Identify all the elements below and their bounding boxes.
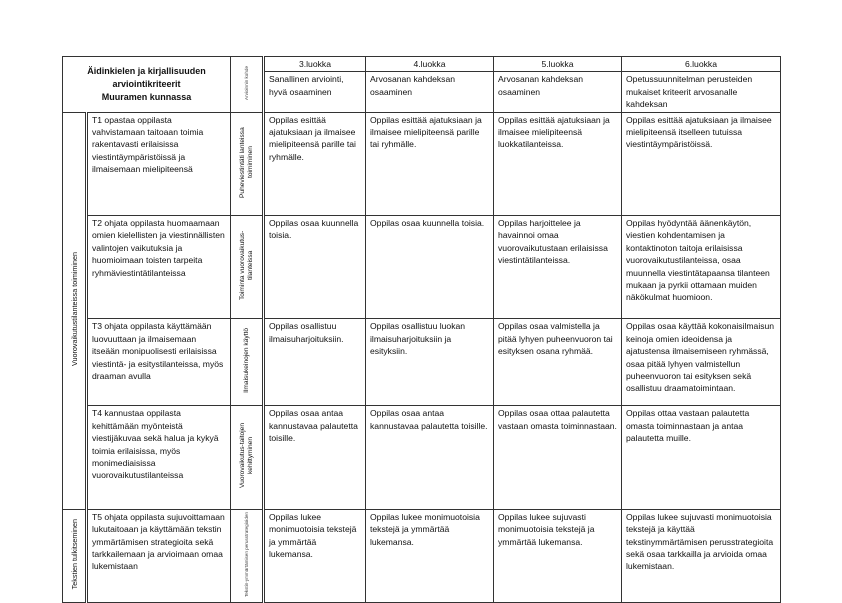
criteria-cell: Oppilas osaa ottaa palautetta vastaan om… xyxy=(493,405,622,510)
title-line: Äidinkielen ja kirjallisuuden xyxy=(87,65,206,76)
target-cell: Toiminta vuorovaikutus-tilanteissa xyxy=(230,215,264,320)
criteria-cell: Oppilas esittää ajatuksiaan ja ilmaisee … xyxy=(493,111,622,217)
criteria-cell: Oppilas harjoittelee ja havainnoi omaa v… xyxy=(493,215,622,320)
target-cell: Puheviestintäti lanteissa toimiminen xyxy=(230,111,264,217)
criteria-cell: Oppilas esittää ajatuksiaan ja ilmaisee … xyxy=(365,111,494,217)
objective-cell: T1 opastaa oppilasta vahvistamaan taitoa… xyxy=(85,111,231,217)
criteria-cell: Oppilas osaa kuunnella toisia. xyxy=(262,215,366,320)
assessment-criteria-table: Äidinkielen ja kirjallisuuden arviointik… xyxy=(62,55,781,603)
category-cell: Tekstien tulkitseminen xyxy=(62,508,87,603)
grade-3-header: 3.luokka xyxy=(262,55,366,73)
criteria-cell: Oppilas esittää ajatuksiaan ja ilmaisee … xyxy=(621,111,781,217)
criteria-cell: Oppilas osaa valmistella ja pitää lyhyen… xyxy=(493,318,622,407)
objective-cell: T4 kannustaa oppilasta kehittämään myönt… xyxy=(85,405,231,510)
criteria-cell: Oppilas osaa kuunnella toisia. xyxy=(365,215,494,320)
criteria-cell: Oppilas lukee monimuotoisia tekstejä ja … xyxy=(262,508,366,603)
grade-6-description: Opetussuunnitelman perusteiden mukaiset … xyxy=(621,71,781,113)
category-cell: Vuorovaikutustilanteissa toimiminen xyxy=(62,111,87,510)
objective-cell: T5 ohjata oppilasta sujuvoittamaan lukut… xyxy=(85,508,231,603)
table-row: T3 ohjata oppilasta käyttämään luovuutta… xyxy=(63,318,781,407)
grade-description-row: Sanallinen arviointi, hyvä osaaminen Arv… xyxy=(63,71,781,113)
title-line: arviointikriteerit xyxy=(112,78,181,89)
table-row: Vuorovaikutustilanteissa toimiminen T1 o… xyxy=(62,111,781,510)
table-row: T4 kannustaa oppilasta kehittämään myönt… xyxy=(63,405,781,510)
target-label: Toiminta vuorovaikutus-tilanteissa xyxy=(238,230,254,301)
assessment-target-label: Arvioinnin kohde xyxy=(243,65,249,100)
table-title: Äidinkielen ja kirjallisuuden arviointik… xyxy=(62,56,231,113)
category-label: Vuorovaikutustilanteissa toimiminen xyxy=(69,252,79,367)
category-label: Tekstien tulkitseminen xyxy=(69,519,79,590)
target-label: Vuorovaikutus-taitojen kehittyminen xyxy=(238,423,254,489)
table-row: Tekstien tulkitseminen T5 ohjata oppilas… xyxy=(62,508,781,603)
criteria-cell: Oppilas lukee sujuvasti monimuotoisia te… xyxy=(493,508,622,603)
grade-4-header: 4.luokka xyxy=(365,55,494,73)
criteria-cell: Oppilas lukee monimuotoisia tekstejä ja … xyxy=(365,508,494,603)
objective-cell: T2 ohjata oppilasta huomaamaan omien kie… xyxy=(85,215,231,320)
grade-header-row: Äidinkielen ja kirjallisuuden arviointik… xyxy=(62,55,781,113)
table-row: T2 ohjata oppilasta huomaamaan omien kie… xyxy=(63,215,781,320)
target-label: Tekstin-ymmärtämisen perusstrategioiden xyxy=(243,511,249,597)
objective-cell: T3 ohjata oppilasta käyttämään luovuutta… xyxy=(85,318,231,407)
criteria-cell: Oppilas osallistuu luokan ilmaisuharjoit… xyxy=(365,318,494,407)
criteria-cell: Oppilas ottaa vastaan palautetta omasta … xyxy=(621,405,781,510)
grade-5-header: 5.luokka xyxy=(493,55,622,73)
grade-4-description: Arvosanan kahdeksan osaaminen xyxy=(365,71,494,113)
target-cell: Ilmaisukeinojen käyttö xyxy=(230,318,264,407)
criteria-cell: Oppilas osaa antaa kannustavaa palautett… xyxy=(365,405,494,510)
grade-3-description: Sanallinen arviointi, hyvä osaaminen xyxy=(262,71,366,113)
grade-6-header: 6.luokka xyxy=(621,55,781,73)
criteria-cell: Oppilas osaa antaa kannustavaa palautett… xyxy=(262,405,366,510)
criteria-cell: Oppilas osallistuu ilmaisuharjoituksiin. xyxy=(262,318,366,407)
criteria-cell: Oppilas esittää ajatuksiaan ja ilmaisee … xyxy=(262,111,366,217)
target-label: Puheviestintäti lanteissa toimiminen xyxy=(238,126,254,198)
criteria-cell: Oppilas lukee sujuvasti monimuotoisia te… xyxy=(621,508,781,603)
title-line: Muuramen kunnassa xyxy=(101,91,192,102)
assessment-target-header: Arvioinnin kohde xyxy=(230,56,264,113)
target-cell: Vuorovaikutus-taitojen kehittyminen xyxy=(230,405,264,510)
criteria-cell: Oppilas hyödyntää äänenkäytön, viestien … xyxy=(621,215,781,320)
criteria-cell: Oppilas osaa käyttää kokonaisilmaisun ke… xyxy=(621,318,781,407)
target-label: Ilmaisukeinojen käyttö xyxy=(242,328,250,394)
grade-5-description: Arvosanan kahdeksan osaaminen xyxy=(493,71,622,113)
target-cell: Tekstin-ymmärtämisen perusstrategioiden xyxy=(230,508,264,603)
